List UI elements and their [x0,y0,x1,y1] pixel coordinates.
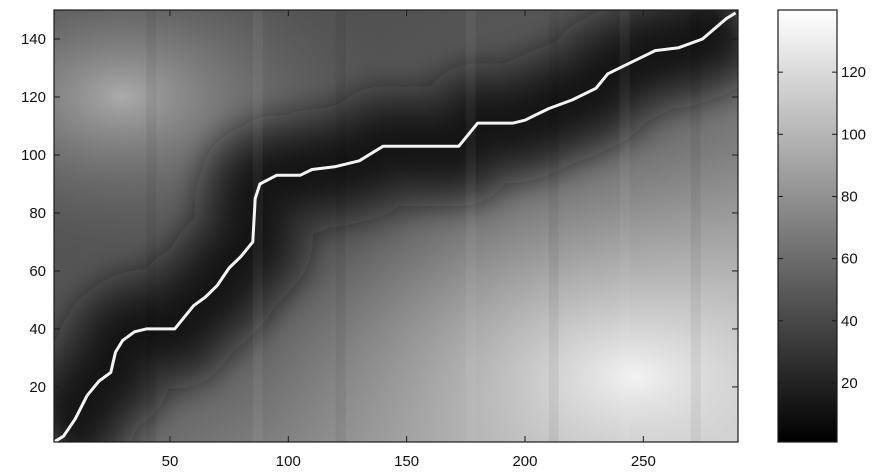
heatmap-streak [146,10,157,442]
y-tick-label: 100 [21,147,46,164]
colorbar-tick-label: 20 [841,375,858,392]
y-tick-label: 80 [29,205,46,222]
plot-frame [53,9,739,443]
y-tick-label: 140 [21,31,46,48]
colorbar-axis: 20 40 60 80 100 120 [778,64,866,392]
heatmap-area [54,10,738,442]
colorbar-tick-label: 100 [841,126,866,143]
colorbar-tick-label: 40 [841,313,858,330]
heatmap-streak [465,10,476,442]
heatmap-streak [335,10,346,442]
x-tick-label: 150 [394,453,419,470]
y-tick-label: 60 [29,263,46,280]
colorbar-tick-label: 80 [841,188,858,205]
y-tick-label: 120 [21,89,46,106]
x-axis: 50 100 150 200 250 [162,10,656,470]
heatmap-streak [252,10,263,442]
colorbar-tick-label: 120 [841,64,866,81]
heatmap-streak [548,10,559,442]
x-tick-label: 250 [631,453,656,470]
heatmap-streak [619,10,630,442]
heatmap-streaks [146,10,701,442]
x-tick-label: 200 [512,453,537,470]
x-tick-label: 50 [162,453,179,470]
y-tick-label: 20 [29,379,46,396]
y-axis: 20 40 60 80 100 120 140 [21,31,738,396]
y-tick-label: 40 [29,321,46,338]
colorbar-tick-label: 60 [841,251,858,268]
colorbar-frame [777,9,838,443]
heatmap-streak [690,10,701,442]
x-tick-label: 100 [276,453,301,470]
colorbar [778,10,837,442]
warping-path-line [53,11,737,444]
